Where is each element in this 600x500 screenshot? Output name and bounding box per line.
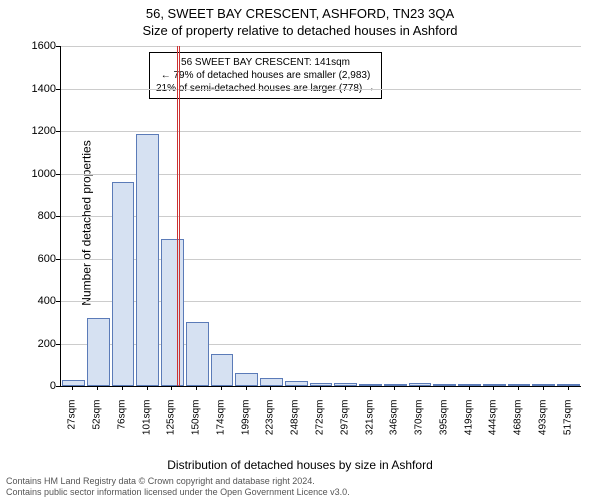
gridline [61, 46, 581, 47]
x-tick-label: 52sqm [92, 400, 103, 450]
annotation-line-1: 56 SWEET BAY CRESCENT: 141sqm [156, 56, 375, 69]
x-tick-mark [370, 386, 371, 390]
annotation-line-2: ← 79% of detached houses are smaller (2,… [156, 69, 375, 82]
histogram-bar [186, 322, 209, 386]
x-axis-label: Distribution of detached houses by size … [0, 458, 600, 472]
annotation-box: 56 SWEET BAY CRESCENT: 141sqm ← 79% of d… [149, 52, 382, 99]
plot-area: 56 SWEET BAY CRESCENT: 141sqm ← 79% of d… [60, 46, 581, 387]
x-tick-mark [394, 386, 395, 390]
y-tick-mark [56, 344, 60, 345]
x-tick-label: 272sqm [315, 400, 326, 450]
gridline [61, 131, 581, 132]
gridline [61, 89, 581, 90]
histogram-bar [260, 378, 283, 387]
y-tick-mark [56, 131, 60, 132]
y-tick-mark [56, 174, 60, 175]
reference-line [179, 46, 180, 386]
x-tick-label: 493sqm [537, 400, 548, 450]
y-tick-label: 1400 [16, 83, 56, 95]
footer-line-2: Contains public sector information licen… [6, 487, 594, 498]
y-tick-label: 400 [16, 295, 56, 307]
histogram-bar [235, 373, 258, 386]
x-tick-label: 223sqm [265, 400, 276, 450]
y-tick-label: 0 [16, 380, 56, 392]
footer-line-1: Contains HM Land Registry data © Crown c… [6, 476, 594, 487]
y-tick-label: 1200 [16, 125, 56, 137]
x-tick-mark [147, 386, 148, 390]
x-tick-label: 321sqm [364, 400, 375, 450]
y-tick-mark [56, 259, 60, 260]
x-tick-mark [171, 386, 172, 390]
x-tick-mark [72, 386, 73, 390]
x-tick-mark [518, 386, 519, 390]
x-tick-mark [122, 386, 123, 390]
title-sub: Size of property relative to detached ho… [0, 21, 600, 38]
x-tick-label: 297sqm [339, 400, 350, 450]
x-tick-mark [345, 386, 346, 390]
x-tick-mark [246, 386, 247, 390]
y-tick-mark [56, 89, 60, 90]
x-tick-label: 419sqm [463, 400, 474, 450]
x-tick-label: 346sqm [389, 400, 400, 450]
x-tick-mark [444, 386, 445, 390]
x-tick-mark [320, 386, 321, 390]
histogram-bar [136, 134, 159, 386]
x-tick-label: 174sqm [215, 400, 226, 450]
x-tick-label: 395sqm [438, 400, 449, 450]
histogram-bar [211, 354, 234, 386]
x-tick-mark [469, 386, 470, 390]
x-tick-mark [493, 386, 494, 390]
histogram-bar [112, 182, 135, 386]
y-tick-label: 600 [16, 253, 56, 265]
x-tick-label: 101sqm [141, 400, 152, 450]
x-tick-label: 27sqm [67, 400, 78, 450]
x-tick-label: 517sqm [562, 400, 573, 450]
footer: Contains HM Land Registry data © Crown c… [6, 476, 594, 498]
x-tick-mark [221, 386, 222, 390]
y-tick-label: 200 [16, 338, 56, 350]
x-tick-label: 248sqm [290, 400, 301, 450]
x-tick-mark [419, 386, 420, 390]
y-tick-label: 1600 [16, 40, 56, 52]
x-tick-mark [196, 386, 197, 390]
x-tick-mark [295, 386, 296, 390]
y-tick-mark [56, 301, 60, 302]
y-tick-mark [56, 386, 60, 387]
x-tick-mark [270, 386, 271, 390]
x-tick-mark [543, 386, 544, 390]
reference-line [177, 46, 178, 386]
x-tick-label: 125sqm [166, 400, 177, 450]
x-tick-label: 444sqm [488, 400, 499, 450]
histogram-bar [161, 239, 184, 386]
y-tick-mark [56, 46, 60, 47]
chart-container: 56, SWEET BAY CRESCENT, ASHFORD, TN23 3Q… [0, 0, 600, 500]
title-main: 56, SWEET BAY CRESCENT, ASHFORD, TN23 3Q… [0, 0, 600, 21]
x-tick-label: 150sqm [191, 400, 202, 450]
histogram-bar [87, 318, 110, 386]
y-tick-label: 1000 [16, 168, 56, 180]
x-tick-mark [568, 386, 569, 390]
x-tick-label: 468sqm [513, 400, 524, 450]
y-tick-mark [56, 216, 60, 217]
x-tick-label: 370sqm [414, 400, 425, 450]
x-tick-mark [97, 386, 98, 390]
y-tick-label: 800 [16, 210, 56, 222]
x-tick-label: 76sqm [116, 400, 127, 450]
x-tick-label: 199sqm [240, 400, 251, 450]
